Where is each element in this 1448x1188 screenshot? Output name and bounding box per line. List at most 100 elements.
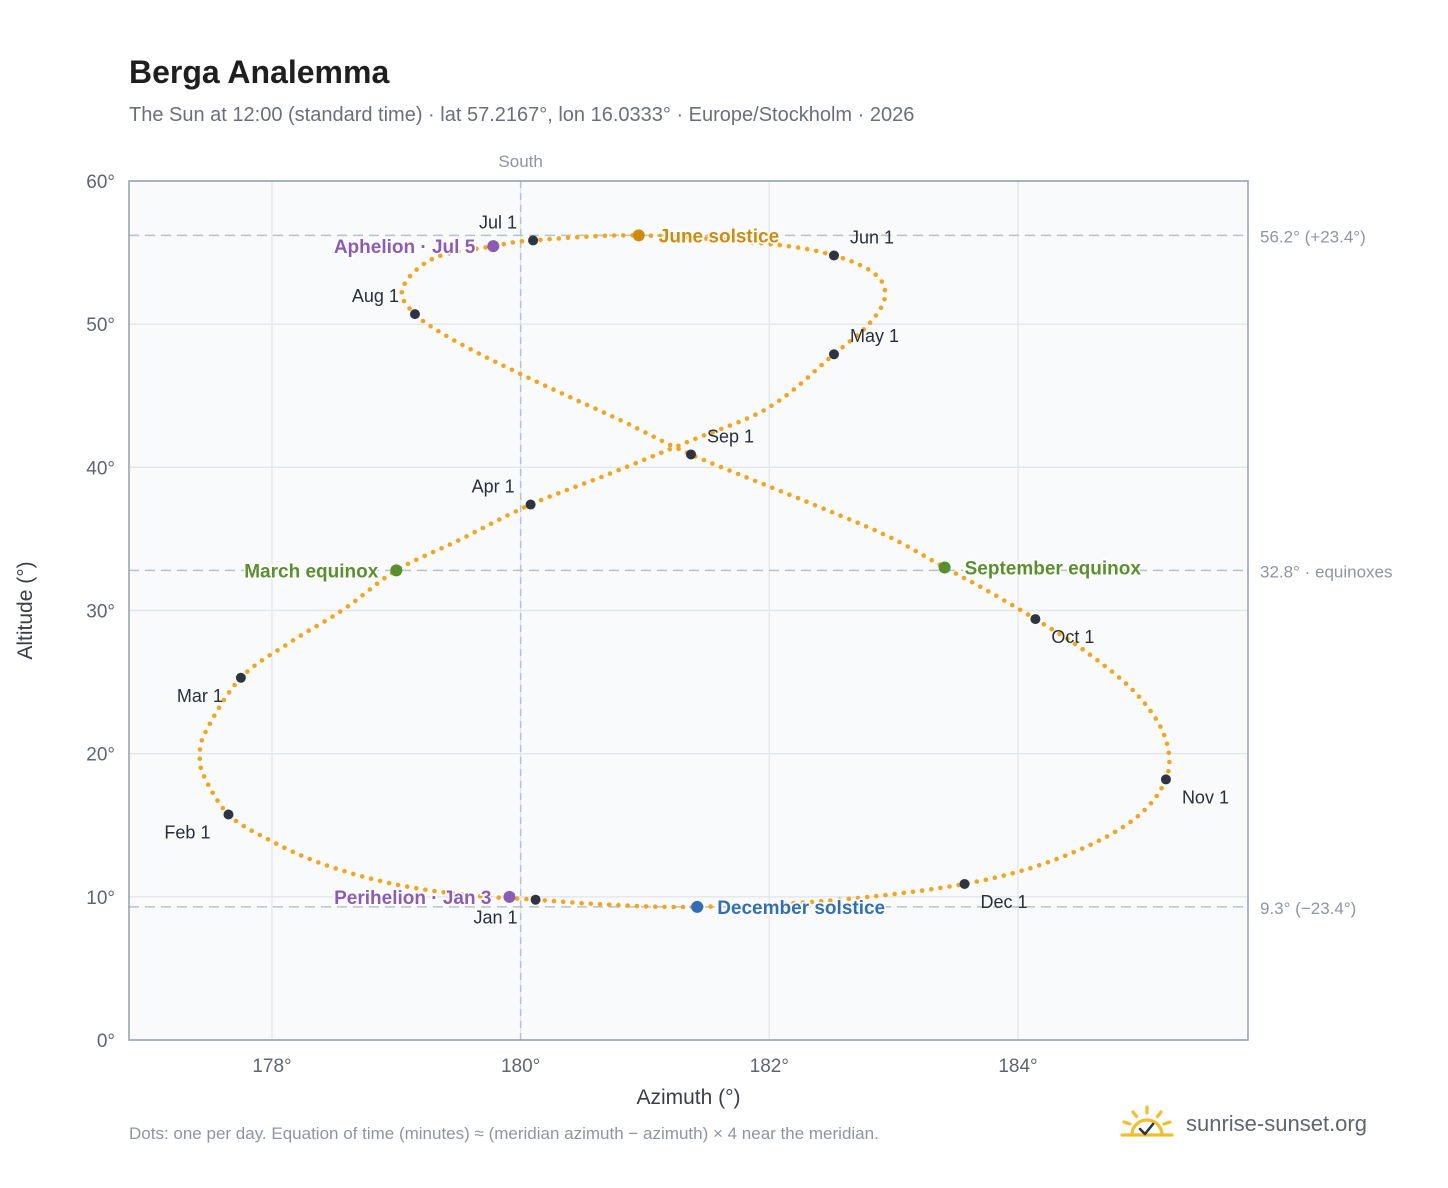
daily-dot (805, 375, 811, 380)
daily-dot (226, 690, 232, 695)
daily-dot (197, 747, 203, 752)
daily-dot (625, 903, 630, 908)
daily-dot (874, 893, 879, 899)
daily-dot (986, 589, 991, 594)
daily-dot (377, 878, 383, 884)
daily-dot (551, 898, 557, 904)
daily-dot (517, 371, 523, 377)
daily-dot (245, 669, 250, 674)
daily-dot (510, 240, 516, 245)
brand[interactable]: sunrise-sunset.org (1120, 1102, 1367, 1146)
daily-dot (210, 790, 215, 796)
daily-dot (745, 903, 750, 908)
daily-dot (432, 888, 437, 894)
daily-dot (1072, 641, 1078, 647)
daily-dot (804, 499, 809, 504)
daily-dot (667, 447, 673, 452)
month-label: Sep 1 (707, 426, 754, 446)
daily-dot (547, 236, 552, 242)
daily-dot (1104, 834, 1110, 839)
y-tick-label: 30° (86, 602, 115, 623)
daily-dot (1088, 842, 1093, 848)
daily-dot (556, 491, 561, 496)
daily-dot (651, 434, 656, 440)
daily-dot (212, 713, 217, 719)
event-marker (487, 240, 500, 253)
daily-dot (574, 234, 580, 240)
month-marker (959, 878, 970, 889)
daily-dot (579, 900, 584, 906)
daily-dot (330, 614, 335, 619)
daily-dot (1057, 631, 1062, 637)
daily-dot (1128, 819, 1133, 825)
month-marker (1030, 614, 1041, 625)
daily-dot (1065, 636, 1070, 642)
daily-dot (450, 891, 456, 896)
daily-dot (809, 899, 815, 905)
daily-dot (784, 393, 789, 398)
daily-dot (556, 236, 562, 241)
daily-dot (342, 868, 347, 874)
footnote: Dots: one per day. Equation of time (min… (129, 1124, 879, 1143)
daily-dot (290, 638, 296, 643)
daily-dot (889, 535, 894, 541)
daily-dot (487, 894, 492, 900)
analemma-curve (197, 233, 1172, 910)
daily-dot (754, 902, 759, 908)
event-markers: Aphelion · Jul 5 June solstice March equin… (243, 225, 1143, 920)
daily-dot (693, 436, 698, 442)
daily-dot (650, 454, 656, 459)
daily-dot (867, 320, 873, 326)
brand-name[interactable]: sunrise-sunset.org (1186, 1111, 1367, 1136)
daily-dot (273, 841, 279, 846)
daily-dot (643, 904, 649, 909)
daily-dot (761, 408, 766, 413)
x-tick-label: 184° (998, 1056, 1037, 1077)
daily-dot (1135, 813, 1141, 819)
daily-dot (879, 279, 885, 284)
daily-dot (564, 487, 570, 493)
daily-dot (786, 244, 792, 249)
daily-dot (386, 880, 392, 886)
daily-dot (618, 418, 623, 423)
daily-dot (863, 524, 869, 529)
daily-dot (414, 557, 419, 563)
daily-dot (722, 237, 727, 243)
month-label: Apr 1 (472, 477, 515, 497)
daily-dot (854, 333, 860, 338)
daily-dot (846, 896, 852, 902)
daily-dot (718, 464, 724, 470)
daily-dot (1116, 675, 1122, 680)
x-tick-label: 180° (501, 1056, 540, 1077)
daily-dot (307, 856, 313, 862)
daily-dot (203, 729, 208, 735)
daily-dot (657, 233, 663, 239)
daily-dot (468, 893, 474, 898)
daily-dot (282, 845, 287, 850)
month-marker (235, 672, 246, 683)
daily-dot (233, 818, 239, 824)
daily-dot (602, 233, 608, 239)
daily-dot (749, 240, 755, 245)
daily-dot (298, 853, 304, 858)
daily-dot (847, 339, 853, 344)
daily-dot (1010, 602, 1015, 608)
daily-dot (787, 492, 792, 498)
daily-dot (873, 313, 879, 318)
daily-dot (359, 874, 365, 879)
daily-dot (441, 890, 446, 895)
daily-dot (1045, 860, 1051, 865)
daily-dot (367, 587, 373, 592)
daily-dot (826, 356, 831, 362)
daily-dot (719, 426, 724, 432)
daily-dot (576, 398, 581, 404)
daily-dot (395, 882, 401, 888)
daily-dot (1079, 846, 1085, 851)
daily-dot (316, 860, 321, 865)
month-marker (828, 250, 839, 261)
daily-dot (465, 247, 470, 253)
daily-dot (197, 756, 203, 761)
daily-dot (205, 782, 211, 787)
event-marker (503, 890, 516, 903)
month-label: Nov 1 (1182, 787, 1229, 807)
